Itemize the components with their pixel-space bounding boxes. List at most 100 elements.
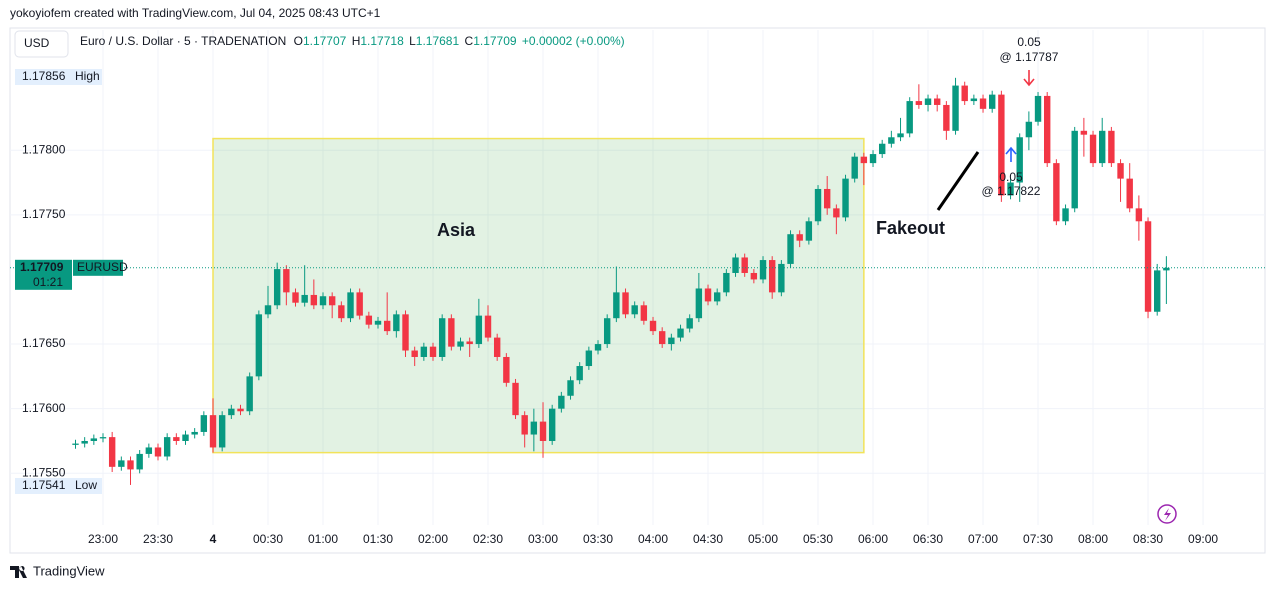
x-tick-label: 01:00 bbox=[308, 532, 338, 546]
candle-body bbox=[411, 350, 418, 357]
asia-zone bbox=[212, 137, 865, 454]
candle-body bbox=[475, 315, 483, 345]
candle-body bbox=[906, 101, 913, 134]
candle-body bbox=[246, 376, 253, 412]
trade-price: @ 1.17822 bbox=[982, 184, 1041, 198]
candle-body bbox=[842, 178, 849, 218]
candle-body bbox=[585, 350, 593, 367]
candle-body bbox=[1089, 134, 1097, 164]
candle-body bbox=[539, 421, 547, 441]
x-tick-label: 09:00 bbox=[1188, 532, 1218, 546]
fakeout-line bbox=[936, 151, 980, 211]
y-tick-label: 1.17750 bbox=[22, 207, 66, 221]
currency-box[interactable] bbox=[14, 30, 69, 58]
candle-body bbox=[365, 315, 373, 325]
candle-body bbox=[402, 314, 409, 351]
x-tick-label: 05:00 bbox=[748, 532, 778, 546]
candle-body bbox=[1108, 130, 1115, 164]
candle-body bbox=[283, 269, 290, 293]
overlay: 1.17550 1.17600 1.17650 1.17750 1.17800 23:00… bbox=[10, 69, 1265, 546]
y-tick-label: 1.17800 bbox=[22, 142, 66, 156]
x-tick-label: 4 bbox=[210, 532, 217, 546]
candle-body bbox=[118, 460, 125, 467]
candle-body bbox=[1053, 163, 1060, 222]
last-price-bg bbox=[15, 259, 72, 290]
candle-body bbox=[136, 453, 143, 470]
x-tick-label: 03:30 bbox=[583, 532, 613, 546]
ohlc-label: L bbox=[409, 34, 416, 48]
ohlc-label: C bbox=[465, 34, 474, 48]
alert-icon[interactable] bbox=[1157, 504, 1177, 524]
buy-arrow bbox=[1005, 146, 1017, 162]
candle-body bbox=[493, 337, 501, 357]
candle-body bbox=[952, 85, 959, 131]
candle-body bbox=[1034, 95, 1042, 122]
candle-body bbox=[237, 408, 244, 412]
candle-body bbox=[888, 137, 895, 144]
low-bg bbox=[15, 478, 102, 494]
candle-body bbox=[695, 288, 703, 319]
ohlc-value: 1.17718 bbox=[360, 34, 404, 48]
candle-body bbox=[301, 294, 308, 303]
candle-body bbox=[81, 440, 88, 444]
currency[interactable]: USD bbox=[24, 36, 50, 50]
candle-body bbox=[713, 292, 721, 302]
x-tick-label: 02:30 bbox=[473, 532, 503, 546]
trade-qty: 0.05 bbox=[1017, 35, 1041, 49]
last-price: 1.17709 bbox=[20, 260, 64, 274]
candle-body bbox=[182, 434, 189, 441]
symbol-bg bbox=[73, 259, 123, 276]
ohlc-label: O bbox=[294, 34, 303, 48]
candle-body bbox=[72, 443, 79, 445]
candle-body bbox=[897, 133, 904, 138]
candle-body bbox=[1163, 267, 1170, 271]
x-tick-label: 07:00 bbox=[968, 532, 998, 546]
fakeout-label: Fakeout bbox=[876, 218, 945, 238]
trade-price: @ 1.17787 bbox=[1000, 50, 1059, 64]
candle-body bbox=[860, 156, 868, 164]
brand-logo bbox=[10, 566, 27, 578]
candle-body bbox=[328, 296, 336, 306]
x-tick-label: 06:30 bbox=[913, 532, 943, 546]
candle-body bbox=[374, 320, 382, 325]
candle-body bbox=[814, 188, 822, 222]
candle-body bbox=[429, 346, 437, 357]
candle-body bbox=[787, 234, 794, 264]
candle-body bbox=[796, 234, 803, 241]
high-value: 1.17856 bbox=[22, 69, 66, 83]
candle-body bbox=[383, 320, 391, 332]
candle-body bbox=[878, 143, 886, 155]
candle-body bbox=[943, 104, 950, 131]
candle-body bbox=[768, 260, 776, 293]
candle-body bbox=[466, 341, 473, 345]
candle-body bbox=[1016, 137, 1023, 183]
candle-body bbox=[503, 356, 510, 383]
low-value: 1.17541 bbox=[22, 478, 66, 492]
candle-body bbox=[99, 437, 107, 439]
candle-body bbox=[1007, 182, 1014, 196]
y-tick-label: 1.17550 bbox=[22, 465, 66, 479]
candle-body bbox=[1154, 270, 1161, 312]
x-tick-label: 01:30 bbox=[363, 532, 393, 546]
candle-body bbox=[228, 408, 235, 416]
candle-body bbox=[833, 208, 840, 218]
candle-body bbox=[1071, 130, 1078, 209]
candle-body bbox=[631, 305, 638, 315]
x-tick-label: 00:30 bbox=[253, 532, 283, 546]
candle-body bbox=[961, 85, 968, 102]
candle-body bbox=[989, 94, 996, 109]
candle-body bbox=[264, 305, 272, 315]
brand: TradingView bbox=[33, 563, 105, 578]
candle-body bbox=[613, 292, 620, 319]
x-tick-label: 02:00 bbox=[418, 532, 448, 546]
candle-body bbox=[438, 318, 446, 357]
candle-body bbox=[869, 154, 877, 164]
candle-body bbox=[1135, 208, 1143, 222]
candle-body bbox=[594, 344, 602, 351]
candle-body bbox=[154, 447, 162, 457]
candle-body bbox=[668, 337, 675, 345]
x-tick-label: 08:30 bbox=[1133, 532, 1163, 546]
high-bg bbox=[15, 69, 102, 85]
